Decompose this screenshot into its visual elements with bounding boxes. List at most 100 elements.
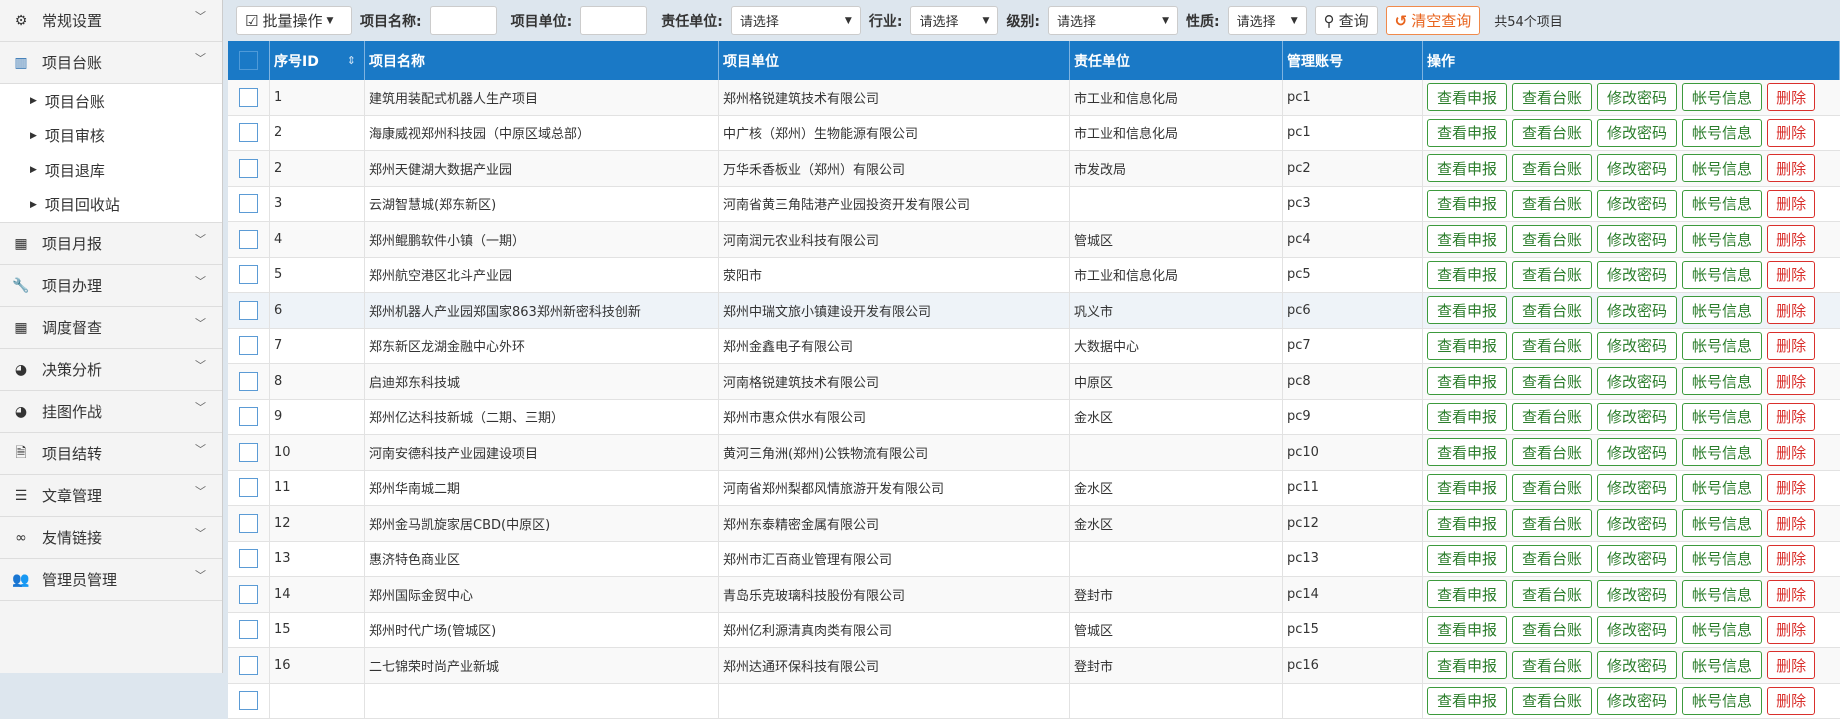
view-declaration-button[interactable]: 查看申报 — [1427, 367, 1507, 395]
view-ledger-button[interactable]: 查看台账 — [1512, 687, 1592, 715]
account-info-button[interactable]: 帐号信息 — [1682, 545, 1762, 573]
row-checkbox[interactable] — [239, 407, 258, 426]
change-password-button[interactable]: 修改密码 — [1597, 332, 1677, 360]
change-password-button[interactable]: 修改密码 — [1597, 509, 1677, 537]
view-declaration-button[interactable]: 查看申报 — [1427, 154, 1507, 182]
nature-select[interactable]: 请选择▼ — [1228, 6, 1307, 35]
view-ledger-button[interactable]: 查看台账 — [1512, 580, 1592, 608]
view-ledger-button[interactable]: 查看台账 — [1512, 190, 1592, 218]
account-info-button[interactable]: 帐号信息 — [1682, 438, 1762, 466]
view-declaration-button[interactable]: 查看申报 — [1427, 545, 1507, 573]
delete-button[interactable]: 删除 — [1767, 154, 1815, 182]
delete-button[interactable]: 删除 — [1767, 261, 1815, 289]
view-declaration-button[interactable]: 查看申报 — [1427, 474, 1507, 502]
delete-button[interactable]: 删除 — [1767, 651, 1815, 679]
sidebar-item[interactable]: ◕决策分析﹀ — [0, 349, 222, 391]
delete-button[interactable]: 删除 — [1767, 509, 1815, 537]
sidebar-item[interactable]: ◕挂图作战﹀ — [0, 391, 222, 433]
row-checkbox[interactable] — [239, 585, 258, 604]
view-ledger-button[interactable]: 查看台账 — [1512, 545, 1592, 573]
account-info-button[interactable]: 帐号信息 — [1682, 403, 1762, 431]
change-password-button[interactable]: 修改密码 — [1597, 83, 1677, 111]
view-declaration-button[interactable]: 查看申报 — [1427, 438, 1507, 466]
account-info-button[interactable]: 帐号信息 — [1682, 225, 1762, 253]
view-ledger-button[interactable]: 查看台账 — [1512, 651, 1592, 679]
sidebar-item[interactable]: ▥项目台账﹀ — [0, 42, 222, 84]
view-declaration-button[interactable]: 查看申报 — [1427, 261, 1507, 289]
account-info-button[interactable]: 帐号信息 — [1682, 616, 1762, 644]
account-info-button[interactable]: 帐号信息 — [1682, 580, 1762, 608]
row-checkbox[interactable] — [239, 194, 258, 213]
row-checkbox[interactable] — [239, 372, 258, 391]
view-ledger-button[interactable]: 查看台账 — [1512, 474, 1592, 502]
row-checkbox[interactable] — [239, 549, 258, 568]
view-ledger-button[interactable]: 查看台账 — [1512, 154, 1592, 182]
view-declaration-button[interactable]: 查看申报 — [1427, 119, 1507, 147]
view-ledger-button[interactable]: 查看台账 — [1512, 296, 1592, 324]
row-checkbox[interactable] — [239, 88, 258, 107]
search-button[interactable]: ⚲查询 — [1315, 6, 1378, 35]
account-info-button[interactable]: 帐号信息 — [1682, 261, 1762, 289]
sidebar-item[interactable]: ∞友情链接﹀ — [0, 517, 222, 559]
view-ledger-button[interactable]: 查看台账 — [1512, 616, 1592, 644]
change-password-button[interactable]: 修改密码 — [1597, 687, 1677, 715]
view-ledger-button[interactable]: 查看台账 — [1512, 119, 1592, 147]
change-password-button[interactable]: 修改密码 — [1597, 651, 1677, 679]
change-password-button[interactable]: 修改密码 — [1597, 225, 1677, 253]
change-password-button[interactable]: 修改密码 — [1597, 154, 1677, 182]
change-password-button[interactable]: 修改密码 — [1597, 403, 1677, 431]
row-checkbox[interactable] — [239, 620, 258, 639]
responsible-unit-select[interactable]: 请选择▼ — [731, 6, 861, 35]
view-ledger-button[interactable]: 查看台账 — [1512, 438, 1592, 466]
view-declaration-button[interactable]: 查看申报 — [1427, 509, 1507, 537]
delete-button[interactable]: 删除 — [1767, 367, 1815, 395]
account-info-button[interactable]: 帐号信息 — [1682, 509, 1762, 537]
delete-button[interactable]: 删除 — [1767, 687, 1815, 715]
account-info-button[interactable]: 帐号信息 — [1682, 83, 1762, 111]
view-declaration-button[interactable]: 查看申报 — [1427, 580, 1507, 608]
view-ledger-button[interactable]: 查看台账 — [1512, 261, 1592, 289]
view-ledger-button[interactable]: 查看台账 — [1512, 332, 1592, 360]
sidebar-item[interactable]: 🗎项目结转﹀ — [0, 433, 222, 475]
delete-button[interactable]: 删除 — [1767, 296, 1815, 324]
sort-icon[interactable]: ⇕ — [347, 54, 356, 67]
submenu-item[interactable]: ▶项目审核 — [0, 119, 222, 154]
change-password-button[interactable]: 修改密码 — [1597, 474, 1677, 502]
view-declaration-button[interactable]: 查看申报 — [1427, 332, 1507, 360]
row-checkbox[interactable] — [239, 265, 258, 284]
change-password-button[interactable]: 修改密码 — [1597, 119, 1677, 147]
row-checkbox[interactable] — [239, 656, 258, 675]
delete-button[interactable]: 删除 — [1767, 545, 1815, 573]
project-unit-input[interactable] — [580, 6, 647, 35]
submenu-item[interactable]: ▶项目退库 — [0, 153, 222, 188]
view-ledger-button[interactable]: 查看台账 — [1512, 83, 1592, 111]
view-declaration-button[interactable]: 查看申报 — [1427, 687, 1507, 715]
view-ledger-button[interactable]: 查看台账 — [1512, 367, 1592, 395]
change-password-button[interactable]: 修改密码 — [1597, 296, 1677, 324]
change-password-button[interactable]: 修改密码 — [1597, 438, 1677, 466]
sidebar-item[interactable]: 🔧项目办理﹀ — [0, 265, 222, 307]
view-declaration-button[interactable]: 查看申报 — [1427, 225, 1507, 253]
change-password-button[interactable]: 修改密码 — [1597, 261, 1677, 289]
account-info-button[interactable]: 帐号信息 — [1682, 367, 1762, 395]
delete-button[interactable]: 删除 — [1767, 438, 1815, 466]
delete-button[interactable]: 删除 — [1767, 616, 1815, 644]
change-password-button[interactable]: 修改密码 — [1597, 580, 1677, 608]
view-declaration-button[interactable]: 查看申报 — [1427, 651, 1507, 679]
view-declaration-button[interactable]: 查看申报 — [1427, 190, 1507, 218]
account-info-button[interactable]: 帐号信息 — [1682, 474, 1762, 502]
sidebar-item[interactable]: ▦调度督查﹀ — [0, 307, 222, 349]
delete-button[interactable]: 删除 — [1767, 225, 1815, 253]
account-info-button[interactable]: 帐号信息 — [1682, 154, 1762, 182]
row-checkbox[interactable] — [239, 230, 258, 249]
delete-button[interactable]: 删除 — [1767, 332, 1815, 360]
delete-button[interactable]: 删除 — [1767, 83, 1815, 111]
account-info-button[interactable]: 帐号信息 — [1682, 119, 1762, 147]
delete-button[interactable]: 删除 — [1767, 190, 1815, 218]
view-ledger-button[interactable]: 查看台账 — [1512, 403, 1592, 431]
sidebar-item[interactable]: 👥管理员管理﹀ — [0, 559, 222, 601]
delete-button[interactable]: 删除 — [1767, 580, 1815, 608]
row-checkbox[interactable] — [239, 514, 258, 533]
sidebar-item[interactable]: ⚙常规设置﹀ — [0, 0, 222, 42]
account-info-button[interactable]: 帐号信息 — [1682, 190, 1762, 218]
